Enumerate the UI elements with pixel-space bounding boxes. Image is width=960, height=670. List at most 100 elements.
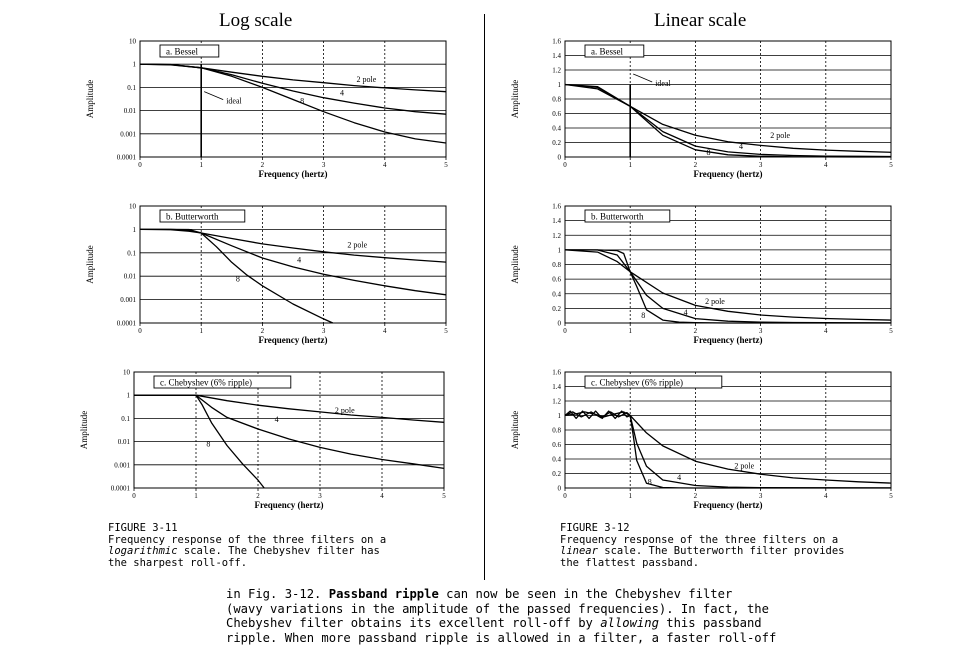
x-tick-label: 4 (383, 327, 387, 335)
caption-line: Frequency response of the three filters … (108, 533, 387, 546)
caption-line: the sharpest roll-off. (108, 556, 248, 569)
x-tick-label: 1 (628, 327, 632, 335)
y-tick-label: 0.6 (552, 441, 561, 449)
x-tick-label: 3 (759, 161, 763, 169)
y-tick-label: 1.6 (552, 203, 561, 211)
series-label: 4 (677, 473, 681, 482)
y-tick-label: 0.001 (114, 461, 130, 469)
series-label: 2 pole (705, 297, 725, 306)
panel-title: a. Bessel (591, 47, 623, 57)
x-tick-label: 2 (694, 492, 698, 500)
y-tick-label: 1.4 (552, 52, 561, 60)
series-label: 8 (300, 97, 304, 106)
body-text: Chebyshev filter obtains its excellent r… (226, 616, 601, 630)
series-line-2-pole (134, 394, 445, 423)
x-tick-label: 0 (563, 161, 567, 169)
y-tick-label: 0.0001 (117, 320, 137, 328)
caption-heading: FIGURE 3-12 (560, 522, 630, 534)
series-label: 2 pole (357, 75, 377, 84)
y-tick-label: 1.2 (552, 232, 561, 240)
x-tick-label: 3 (759, 327, 763, 335)
x-tick-label: 5 (444, 327, 448, 335)
panel-title-box (159, 44, 220, 58)
series-label: 8 (206, 440, 210, 449)
linear-scale-title: Linear scale (654, 10, 747, 31)
y-tick-label: 1 (133, 226, 137, 234)
y-tick-label: 1 (558, 412, 562, 420)
y-tick-label: 1.4 (552, 383, 561, 391)
x-tick-label: 4 (824, 161, 828, 169)
series-label: 8 (236, 274, 240, 283)
x-tick-label: 5 (444, 161, 448, 169)
series-label: 2 pole (347, 240, 367, 249)
series-line-8 (140, 228, 334, 324)
body-bold-term: Passband ripple (328, 587, 439, 601)
y-tick-label: 10 (129, 203, 137, 211)
series-line-2-pole (564, 411, 892, 484)
y-tick-label: 0.001 (120, 296, 136, 304)
body-text: ripple. When more passband ripple is all… (226, 630, 777, 645)
y-tick-label: 0.001 (120, 130, 136, 138)
y-tick-label: 0.1 (127, 84, 136, 92)
y-tick-label: 1 (558, 246, 562, 254)
y-axis-label: Amplitude (510, 411, 520, 450)
y-tick-label: 1.6 (552, 38, 561, 46)
series-line-2-pole (139, 228, 447, 263)
y-tick-label: 0.8 (552, 261, 561, 269)
series-label: 4 (340, 88, 344, 97)
y-tick-label: 0.1 (121, 415, 130, 423)
series-line-8 (564, 410, 891, 489)
ideal-label: ideal (655, 79, 671, 88)
x-axis-label: Frequency (hertz) (693, 169, 762, 179)
y-tick-label: 0.4 (552, 125, 561, 133)
x-tick-label: 4 (380, 492, 384, 500)
y-tick-label: 1 (558, 81, 562, 89)
y-axis-label: Amplitude (85, 80, 95, 119)
x-tick-label: 1 (199, 327, 203, 335)
panel-title: c. Chebyshev (6% ripple) (591, 378, 683, 388)
x-tick-label: 1 (194, 492, 198, 500)
y-tick-label: 0 (558, 320, 562, 328)
body-text: (wavy variations in the amplitude of the… (226, 601, 769, 616)
y-tick-label: 10 (129, 38, 137, 46)
series-line-8 (139, 63, 447, 144)
x-tick-label: 2 (256, 492, 260, 500)
series-label: 4 (275, 415, 279, 424)
x-tick-label: 3 (322, 161, 326, 169)
series-label: 8 (641, 311, 645, 320)
plot-frame (564, 40, 892, 158)
caption-line: Frequency response of the three filters … (560, 533, 839, 546)
figure-3-11-caption: FIGURE 3-11 Frequency response of the th… (108, 522, 387, 569)
y-tick-label: 10 (123, 369, 131, 377)
y-axis-label: Amplitude (510, 80, 520, 119)
y-tick-label: 1.2 (552, 67, 561, 75)
panel-title-box (153, 375, 292, 389)
y-tick-label: 0.4 (552, 290, 561, 298)
x-tick-label: 2 (694, 161, 698, 169)
panel-title-box (584, 44, 645, 58)
caption-emphasis: linear (560, 545, 598, 557)
y-axis-label: Amplitude (510, 245, 520, 284)
x-tick-label: 4 (824, 327, 828, 335)
panel-title-box (584, 375, 723, 389)
x-tick-label: 4 (824, 492, 828, 500)
caption-line: scale. The Butterworth filter provides (597, 545, 845, 557)
ideal-pointer (204, 91, 224, 100)
x-tick-label: 5 (889, 327, 893, 335)
series-label: 8 (706, 148, 710, 157)
x-axis-label: Frequency (hertz) (693, 500, 762, 510)
body-paragraph: in Fig. 3-12. Passband ripple can now be… (226, 587, 926, 645)
x-tick-label: 3 (759, 492, 763, 500)
y-tick-label: 1.6 (552, 369, 561, 377)
y-tick-label: 0.4 (552, 456, 561, 464)
panel-title: b. Butterworth (166, 212, 219, 222)
x-tick-label: 5 (442, 492, 446, 500)
y-tick-label: 0.6 (552, 276, 561, 284)
y-tick-label: 0.2 (552, 139, 561, 147)
x-tick-label: 0 (132, 492, 136, 500)
caption-emphasis: logarithmic (108, 545, 178, 557)
y-tick-label: 0 (558, 154, 562, 162)
y-tick-label: 1 (127, 392, 131, 400)
plot-frame (139, 205, 447, 324)
ideal-pointer (633, 73, 653, 83)
